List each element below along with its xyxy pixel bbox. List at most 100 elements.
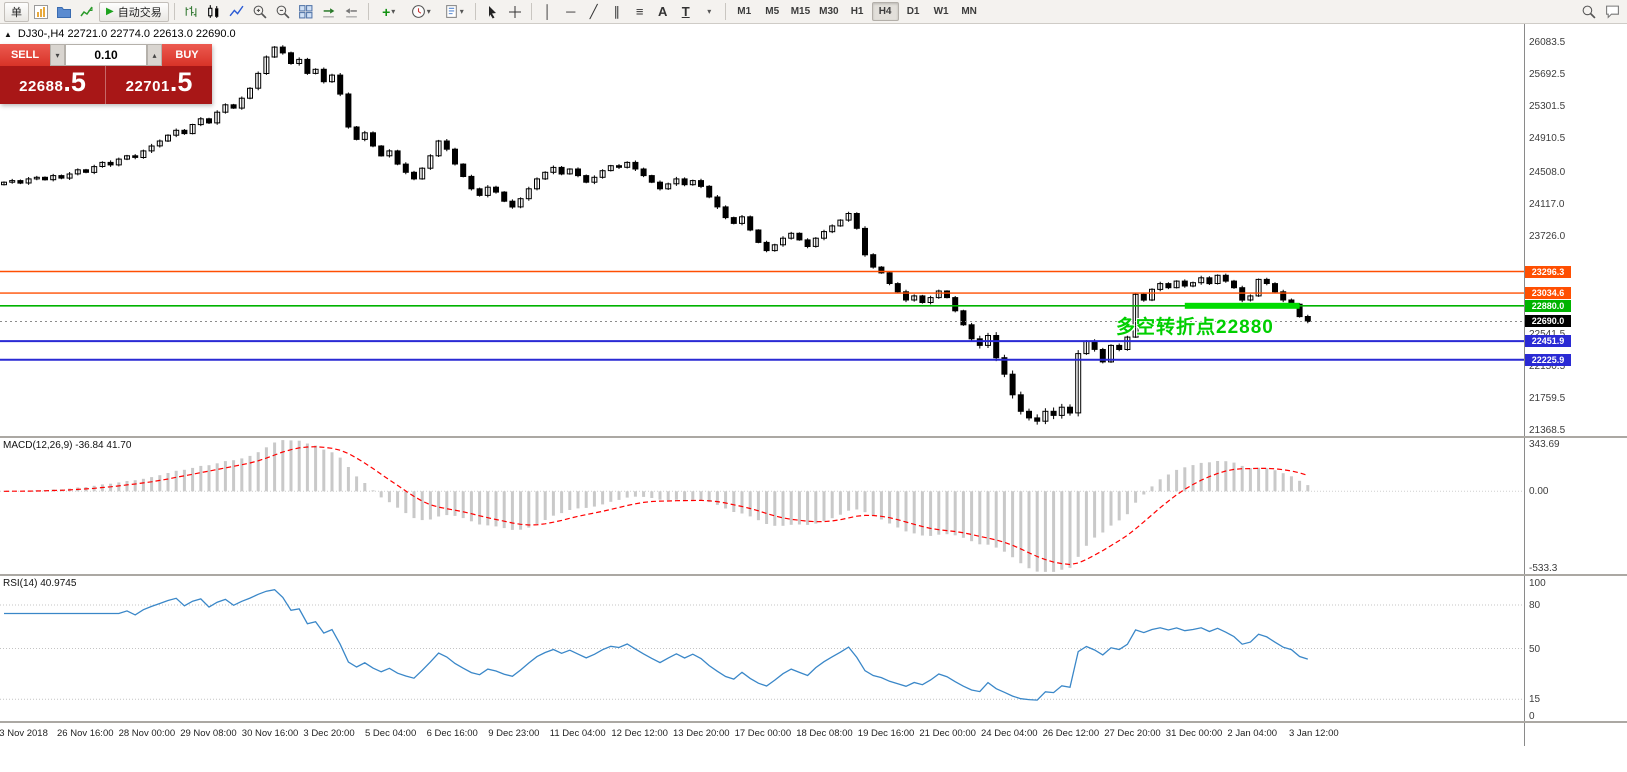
price-axis-label: 25301.5 xyxy=(1529,101,1566,112)
market-watch-icon[interactable] xyxy=(76,2,98,22)
search-icon[interactable] xyxy=(1577,2,1599,22)
one-click-trade-panel: SELL ▾ 0.10 ▴ BUY 22688 .5 22701 .5 xyxy=(0,44,212,104)
periods-button[interactable]: ▾ xyxy=(405,2,437,22)
text-tool[interactable]: A xyxy=(658,4,668,19)
time-axis-label: 19 Dec 16:00 xyxy=(857,728,915,739)
channel-tool[interactable]: ∥ xyxy=(613,4,620,19)
timeframe-m30[interactable]: M30 xyxy=(815,2,842,21)
panel-separator[interactable] xyxy=(0,436,1627,438)
crosshair-icon[interactable] xyxy=(504,2,526,22)
time-axis-label: 21 Dec 00:00 xyxy=(919,728,976,739)
label-tool[interactable]: T xyxy=(681,4,690,19)
time-axis-label: 27 Dec 20:00 xyxy=(1104,728,1161,739)
chevron-down-icon: ▾ xyxy=(459,7,464,16)
price-axis-label: 23726.0 xyxy=(1529,231,1566,242)
time-axis-label: 11 Dec 04:00 xyxy=(549,728,606,739)
templates-button[interactable]: ▾ xyxy=(438,2,470,22)
time-axis-label: 12 Dec 12:00 xyxy=(611,728,668,739)
timeframe-w1[interactable]: W1 xyxy=(928,2,955,21)
panel-separator[interactable] xyxy=(0,574,1627,576)
line-chart-icon[interactable] xyxy=(226,2,248,22)
chevron-down-icon: ▾ xyxy=(707,7,712,16)
price-axis-label: 24117.0 xyxy=(1529,199,1565,210)
price-axis-label: 22541.5 xyxy=(1529,329,1565,340)
chevron-down-icon: ▾ xyxy=(391,7,396,16)
timeframe-m1[interactable]: M1 xyxy=(731,2,758,21)
time-axis[interactable]: 23 Nov 2018 26 Nov 16:00 28 Nov 00:00 29 No… xyxy=(0,723,1524,747)
time-axis-label: 13 Dec 20:00 xyxy=(673,728,730,739)
time-axis-label: 18 Dec 08:00 xyxy=(796,728,853,739)
rsi-axis-label: 80 xyxy=(1529,600,1541,611)
volume-increase-button[interactable]: ▴ xyxy=(147,44,162,66)
indicators-add-button[interactable]: + ▾ xyxy=(374,2,404,22)
main-chart-canvas[interactable] xyxy=(0,24,1524,436)
rsi-axis-label: 100 xyxy=(1529,578,1546,589)
price-axis-label: 24910.5 xyxy=(1529,133,1566,144)
buy-price-display: 22701 .5 xyxy=(125,67,193,97)
cursor-icon[interactable] xyxy=(481,2,503,22)
chart-shift-icon[interactable] xyxy=(341,2,363,22)
timeframe-h4[interactable]: H4 xyxy=(871,2,899,21)
toolbar-separator xyxy=(530,3,532,20)
tile-windows-icon[interactable] xyxy=(295,2,317,22)
panel-separator[interactable] xyxy=(0,721,1627,723)
shapes-dropdown[interactable]: ▾ xyxy=(698,2,720,22)
volume-decrease-button[interactable]: ▾ xyxy=(50,44,65,66)
time-axis-label: 2 Jan 04:00 xyxy=(1227,728,1278,739)
price-tag: 23034.6 xyxy=(1525,287,1571,299)
price-axis-label: 26083.5 xyxy=(1529,37,1566,48)
time-axis-label: 3 Jan 12:00 xyxy=(1289,728,1339,739)
price-axis-label: 24508.0 xyxy=(1529,167,1566,178)
autotrading-label: 自动交易 xyxy=(117,6,162,19)
rsi-canvas[interactable] xyxy=(0,576,1524,721)
price-axis[interactable]: 26083.5 25692.5 25301.5 24910.5 24508.0 24117… xyxy=(1524,24,1627,746)
bar-chart-icon[interactable] xyxy=(180,2,202,22)
timeframe-m5[interactable]: M5 xyxy=(759,2,786,21)
time-axis-label: 23 Nov 2018 xyxy=(0,728,48,739)
time-axis-label: 9 Dec 23:00 xyxy=(488,728,540,739)
price-axis-label: 21759.5 xyxy=(1529,393,1566,404)
price-tag: 23296.3 xyxy=(1525,266,1571,278)
candlestick-icon[interactable] xyxy=(203,2,225,22)
time-axis-label: 3 Dec 20:00 xyxy=(303,728,355,739)
chart-text-annotation[interactable]: 多空转折点22880 xyxy=(1116,317,1274,338)
play-icon: ▶ xyxy=(106,6,114,17)
rsi-indicator-label: RSI(14) 40.9745 xyxy=(3,578,77,589)
fibonacci-tool[interactable]: ≡ xyxy=(635,4,644,19)
price-tag: 22451.9 xyxy=(1525,335,1571,347)
buy-button[interactable]: BUY xyxy=(162,44,212,66)
sell-button[interactable]: SELL xyxy=(0,44,50,66)
zoom-out-icon[interactable] xyxy=(272,2,294,22)
autoscroll-icon[interactable] xyxy=(318,2,340,22)
profiles-icon[interactable] xyxy=(53,2,75,22)
volume-input[interactable]: 0.10 xyxy=(65,44,147,66)
trendline-tool[interactable]: ╱ xyxy=(589,4,598,19)
macd-axis-label: -533.3 xyxy=(1529,563,1558,574)
time-axis-label: 24 Dec 04:00 xyxy=(981,728,1038,739)
chart-title-row: ▲ DJ30-,H4 22721.0 22774.0 22613.0 22690… xyxy=(4,28,236,40)
time-axis-label: 26 Nov 16:00 xyxy=(57,728,114,739)
timeframe-mn[interactable]: MN xyxy=(956,2,983,21)
time-axis-label: 28 Nov 00:00 xyxy=(118,728,176,739)
rsi-axis-label: 50 xyxy=(1529,644,1541,655)
macd-axis-label: 343.69 xyxy=(1529,439,1560,450)
price-axis-label: 25692.5 xyxy=(1529,69,1566,80)
price-axis-label: 21368.5 xyxy=(1529,425,1566,436)
timeframe-d1[interactable]: D1 xyxy=(900,2,927,21)
horizontal-line-tool[interactable]: ─ xyxy=(566,4,576,19)
timeframe-h1[interactable]: H1 xyxy=(844,2,871,21)
rsi-axis-label: 15 xyxy=(1529,694,1541,705)
zoom-in-icon[interactable] xyxy=(249,2,271,22)
toolbar-separator xyxy=(474,3,476,20)
macd-indicator-label: MACD(12,26,9) -36.84 41.70 xyxy=(3,440,132,451)
autotrading-button[interactable]: ▶ 自动交易 xyxy=(99,1,169,22)
one-click-panel-toggle-icon[interactable]: ▲ xyxy=(4,29,12,39)
new-order-button[interactable]: 单 xyxy=(4,1,29,22)
macd-canvas[interactable] xyxy=(0,438,1524,574)
chart-window: ▲ DJ30-,H4 22721.0 22774.0 22613.0 22690… xyxy=(0,24,1627,772)
timeframe-m15[interactable]: M15 xyxy=(787,2,814,21)
time-axis-label: 30 Nov 16:00 xyxy=(241,728,299,739)
new-chart-icon[interactable] xyxy=(30,2,52,22)
vertical-line-tool[interactable]: │ xyxy=(543,4,552,19)
chat-icon[interactable] xyxy=(1601,2,1623,22)
